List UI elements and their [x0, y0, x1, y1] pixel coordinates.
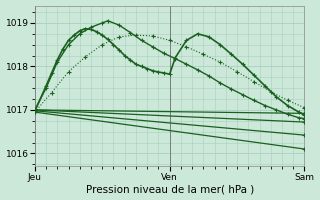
X-axis label: Pression niveau de la mer( hPa ): Pression niveau de la mer( hPa ) — [85, 184, 254, 194]
